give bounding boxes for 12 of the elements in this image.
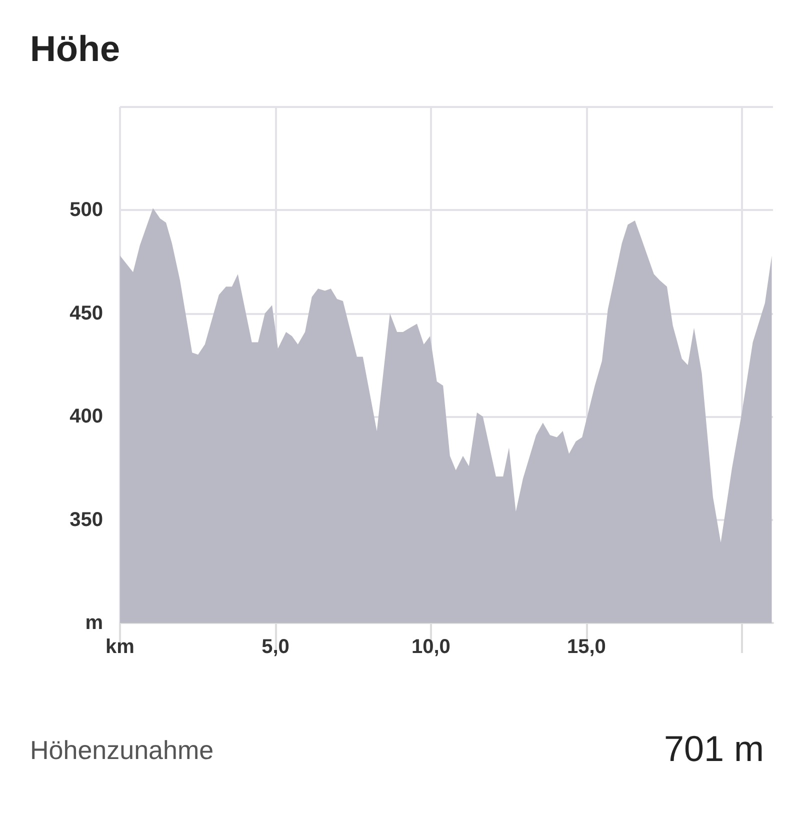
x-tick-label: 10,0 — [411, 636, 450, 658]
y-tick-label: 400 — [70, 406, 103, 428]
chart-title: Höhe — [30, 28, 120, 70]
text: Höhenzunahme — [30, 735, 214, 766]
x-tick-label: 5,0 — [262, 636, 290, 658]
y-tick-label: 450 — [70, 302, 103, 324]
x-tick-label: km — [106, 636, 134, 658]
y-tick-label: 500 — [70, 199, 103, 222]
x-tick-label: 15,0 — [566, 636, 606, 658]
text: 701 m — [664, 728, 764, 770]
y-tick-label: m — [85, 612, 103, 634]
y-tick-label: 350 — [70, 508, 103, 531]
